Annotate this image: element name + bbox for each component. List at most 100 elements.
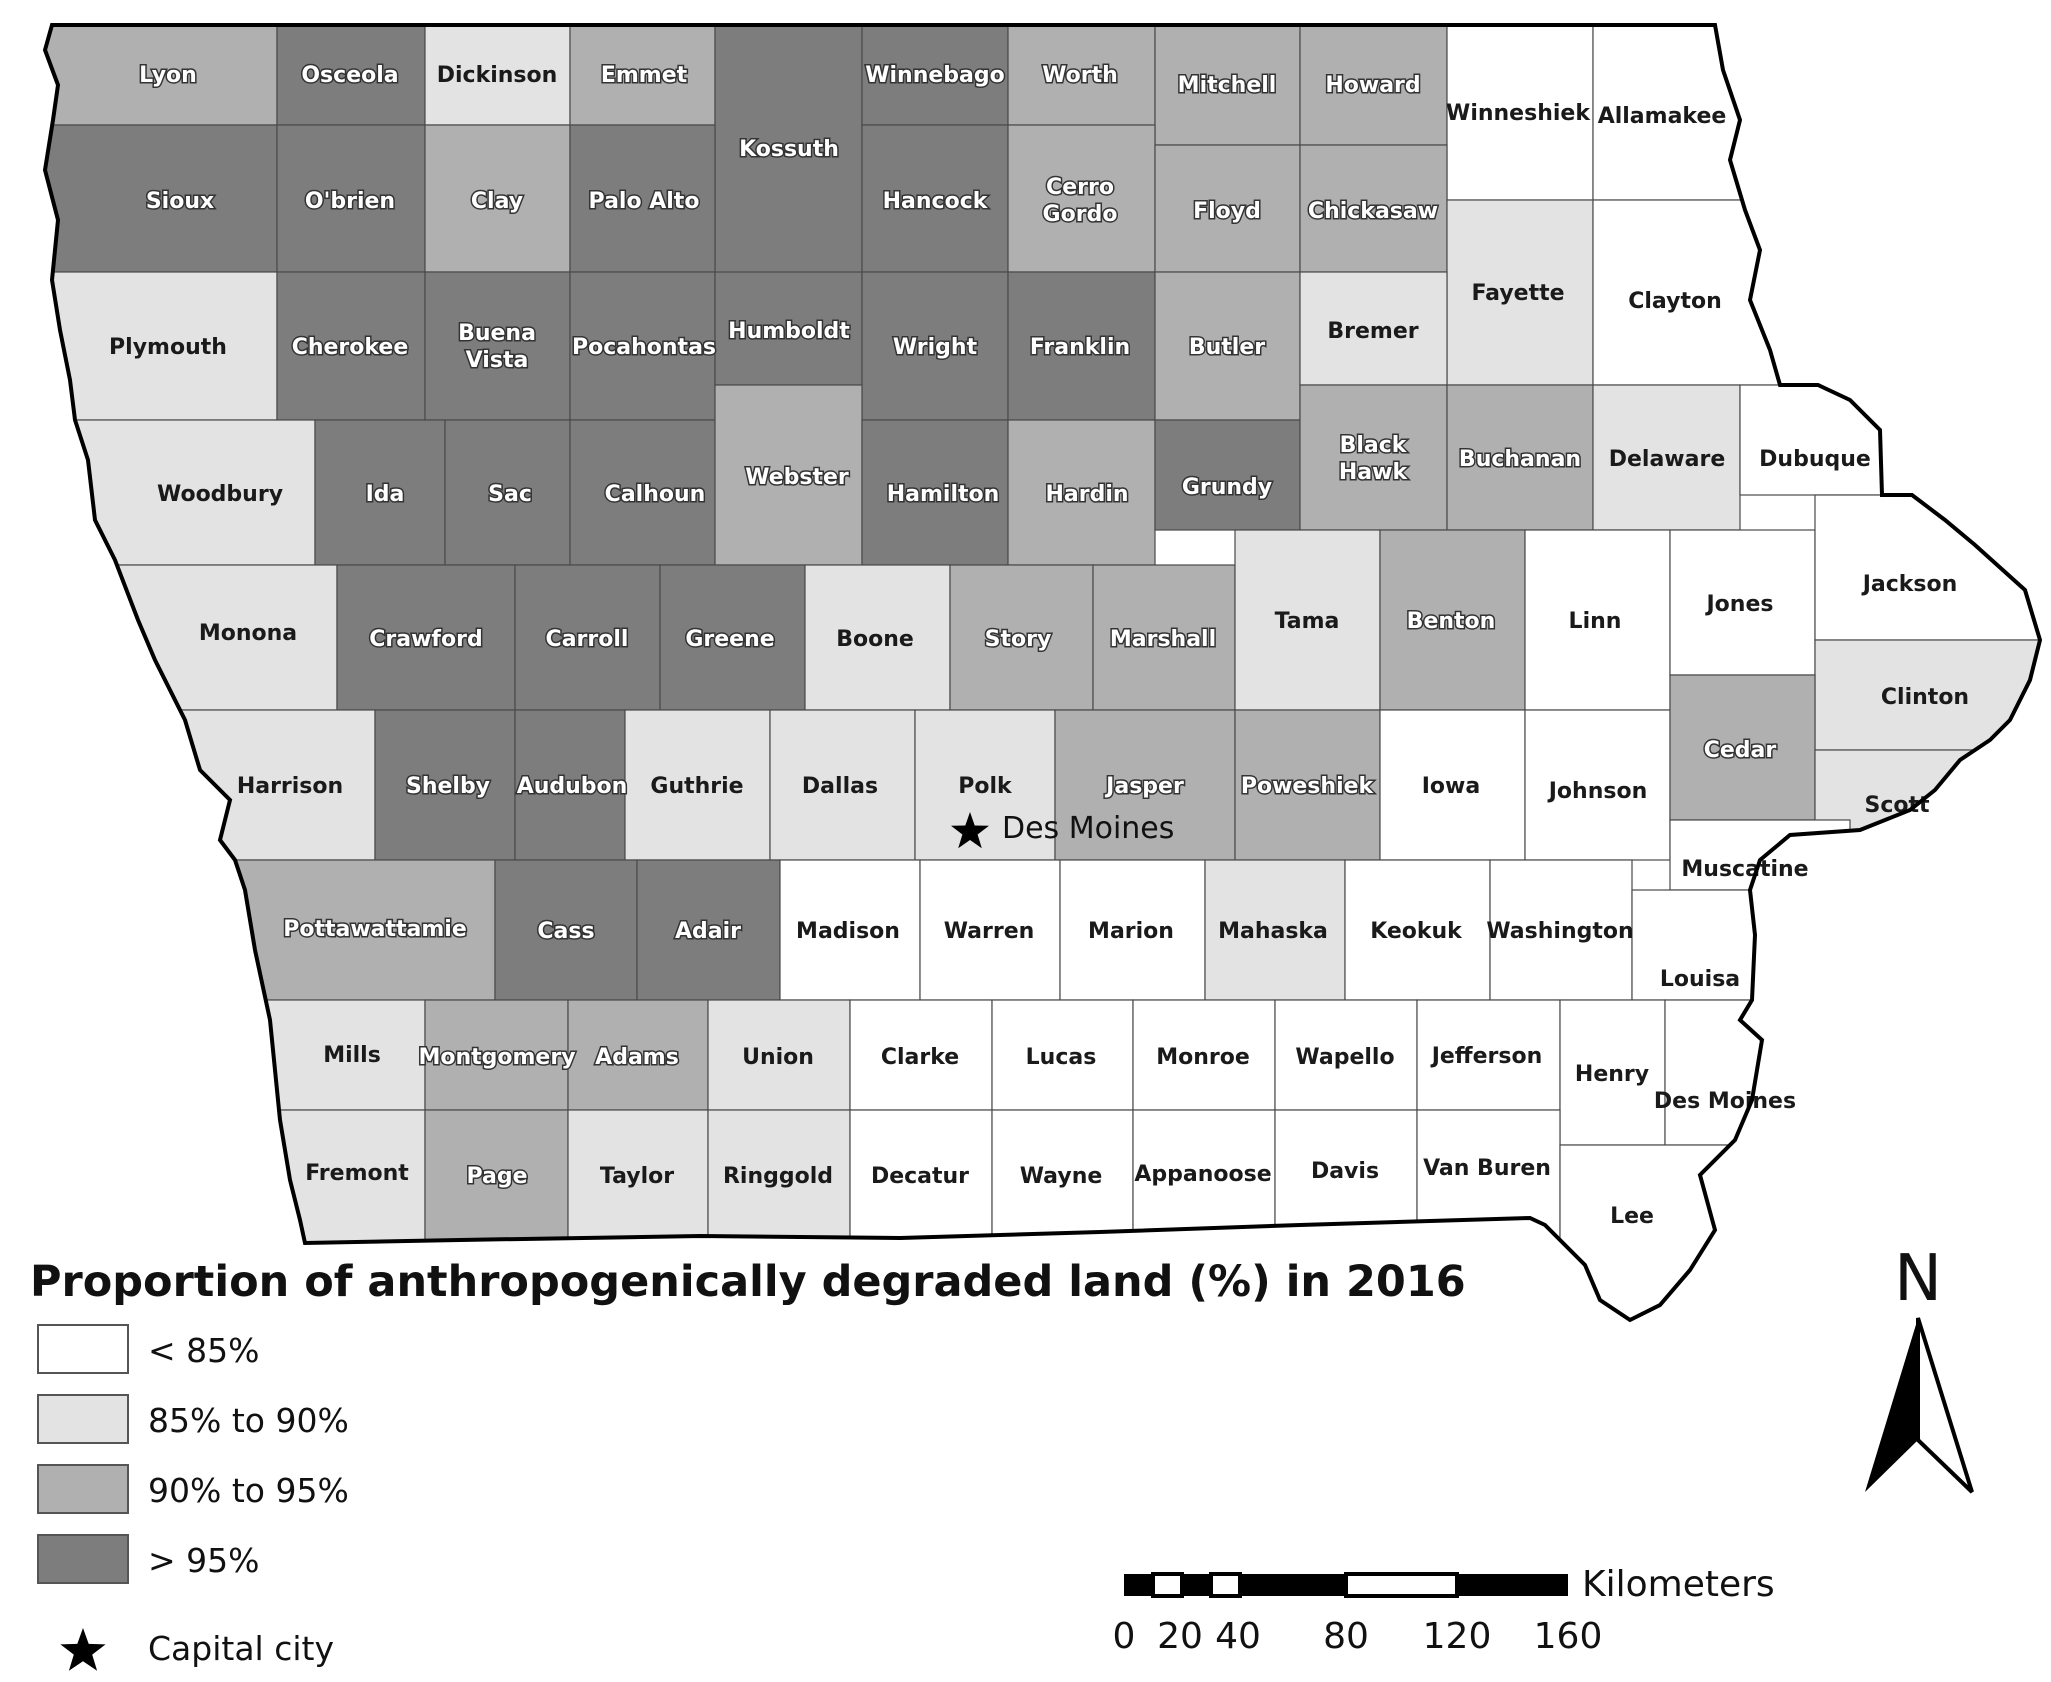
county-o-brien <box>276 124 426 273</box>
county-keokuk <box>1344 859 1491 1001</box>
county-label-allamakee: Allamakee <box>1598 104 1727 129</box>
county-jackson <box>1814 494 2040 641</box>
county-johnson <box>1524 709 1671 861</box>
county-warren <box>919 859 1061 1001</box>
county-palo-alto <box>569 124 716 273</box>
county-carroll <box>514 564 661 711</box>
county-label-dickinson: Dickinson <box>437 63 558 88</box>
north-arrow: N <box>1865 1242 1974 1494</box>
county-label-crawford: Crawford <box>369 627 482 652</box>
county-franklin <box>1007 271 1156 421</box>
county-label-delaware: Delaware <box>1609 447 1726 472</box>
county-label-ringgold: Ringgold <box>723 1164 833 1189</box>
county-crawford <box>336 564 516 711</box>
legend-label-4: > 95% <box>148 1541 260 1580</box>
county-label-winneshiek: Winneshiek <box>1446 101 1591 126</box>
county-label-fayette: Fayette <box>1471 281 1564 306</box>
county-lee <box>1559 1144 1781 1320</box>
county-label-dubuque: Dubuque <box>1759 447 1871 472</box>
county-label-osceola: Osceola <box>301 63 398 88</box>
county-buchanan <box>1446 384 1594 531</box>
county-sac <box>444 419 571 566</box>
county-guthrie <box>624 709 771 861</box>
county-cass <box>494 859 638 1001</box>
county-pocahontas <box>569 271 716 421</box>
county-label-harrison: Harrison <box>237 774 343 799</box>
county-benton <box>1379 529 1526 711</box>
county-davis <box>1274 1109 1418 1261</box>
county-madison <box>779 859 921 1001</box>
county-label-emmet: Emmet <box>601 63 688 88</box>
county-label-wayne: Wayne <box>1020 1164 1103 1189</box>
county-audubon <box>514 709 626 861</box>
county-label-pottawattamie: Pottawattamie <box>283 917 467 942</box>
county-osceola <box>276 25 426 126</box>
county-winnebago <box>861 25 1009 126</box>
county-label-lucas: Lucas <box>1026 1045 1097 1070</box>
legend-swatch-4 <box>37 1534 129 1584</box>
scale-tick-120: 120 <box>1423 1616 1492 1657</box>
county-monroe <box>1132 999 1276 1111</box>
county-label-mitchell: Mitchell <box>1178 73 1277 98</box>
county-label-cerro-gordo: Cerro Gordo <box>1043 175 1118 227</box>
county-label-tama: Tama <box>1275 609 1340 634</box>
legend-swatch-1 <box>37 1324 129 1374</box>
county-label-shelby: Shelby <box>406 774 490 799</box>
county-label-johnson: Johnson <box>1547 779 1648 804</box>
county-label-linn: Linn <box>1569 609 1622 634</box>
legend-title: Proportion of anthropogenically degraded… <box>30 1257 1466 1307</box>
capital-star-icon <box>951 812 989 849</box>
county-label-cedar: Cedar <box>1704 738 1777 763</box>
county-lyon <box>45 25 278 126</box>
capital-city-label: Des Moines <box>1002 811 1174 846</box>
county-shelby <box>374 709 516 861</box>
county-jasper <box>1054 709 1236 861</box>
county-humboldt <box>714 271 863 386</box>
county-label-polk: Polk <box>958 774 1013 799</box>
county-label-wapello: Wapello <box>1295 1045 1394 1070</box>
county-label-louisa: Louisa <box>1660 967 1740 992</box>
legend-swatch-3 <box>37 1464 129 1514</box>
county-louisa <box>1631 889 1771 1001</box>
county-label-appanoose: Appanoose <box>1134 1162 1271 1187</box>
county-label-davis: Davis <box>1311 1159 1379 1184</box>
north-arrow-right-half <box>1916 1317 1974 1494</box>
county-label-jones: Jones <box>1705 592 1774 617</box>
county-label-cass: Cass <box>537 919 594 944</box>
county-label-franklin: Franklin <box>1030 335 1130 360</box>
county-label-des-moines: Des Moines <box>1654 1089 1796 1114</box>
county-label-hardin: Hardin <box>1045 482 1128 507</box>
county-label-clarke: Clarke <box>881 1045 959 1070</box>
county-jefferson <box>1416 999 1561 1111</box>
county-grundy <box>1154 419 1301 531</box>
county-label-wright: Wright <box>893 335 978 360</box>
county-label-cherokee: Cherokee <box>292 335 409 360</box>
county-label-audubon: Audubon <box>517 774 628 799</box>
county-marion <box>1059 859 1206 1001</box>
county-worth <box>1007 25 1156 126</box>
county-label-keokuk: Keokuk <box>1370 919 1463 944</box>
county-mahaska <box>1204 859 1346 1001</box>
county-dubuque <box>1739 384 2040 496</box>
legend-label-3: 90% to 95% <box>148 1471 349 1510</box>
county-label-palo-alto: Palo Alto <box>589 189 700 214</box>
county-label-pocahontas: Pocahontas <box>572 335 716 360</box>
county-label-carroll: Carroll <box>546 627 629 652</box>
county-kossuth <box>714 25 863 276</box>
county-label-winnebago: Winnebago <box>865 63 1005 88</box>
county-label-grundy: Grundy <box>1182 475 1272 500</box>
county-label-woodbury: Woodbury <box>157 482 283 507</box>
county-label-warren: Warren <box>944 919 1035 944</box>
county-label-washington: Washington <box>1486 919 1633 944</box>
county-linn <box>1524 529 1671 711</box>
county-label-page: Page <box>466 1164 527 1189</box>
county-label-humboldt: Humboldt <box>728 319 850 344</box>
county-label-monona: Monona <box>199 621 297 646</box>
scale-tick-20: 20 <box>1157 1616 1203 1657</box>
county-label-marion: Marion <box>1088 919 1174 944</box>
county-label-boone: Boone <box>836 627 914 652</box>
county-label-guthrie: Guthrie <box>650 774 743 799</box>
county-montgomery <box>424 999 569 1111</box>
county-winneshiek <box>1446 25 1594 201</box>
county-label-benton: Benton <box>1407 609 1496 634</box>
